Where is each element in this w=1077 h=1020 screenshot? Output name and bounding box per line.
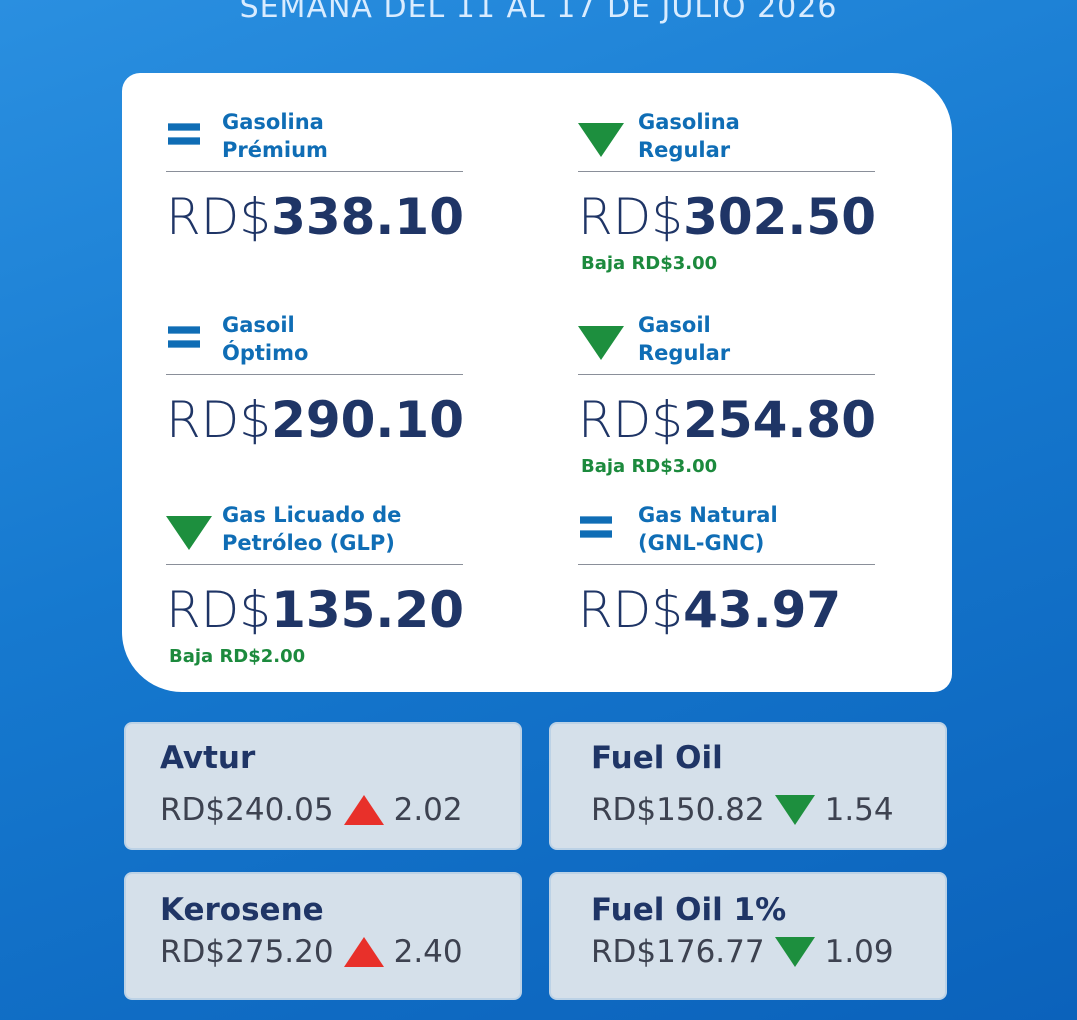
- divider: [578, 171, 875, 172]
- fuel-name: Gasoil: [638, 313, 711, 337]
- fuel-price: RD$254.80: [578, 391, 876, 449]
- price-change: Baja RD$2.00: [169, 646, 306, 667]
- fuel-price: RD$338.10: [166, 188, 464, 246]
- currency: RD$: [166, 391, 272, 449]
- fuel-name: Gasolina: [222, 110, 324, 134]
- fuel-price-line: RD$240.05 2.02: [160, 792, 463, 828]
- fuel-price-line: RD$150.82 1.54: [591, 792, 894, 828]
- amount: 302.50: [683, 188, 877, 246]
- fuel-price: RD$240.05: [160, 792, 334, 828]
- currency: RD$: [578, 581, 684, 639]
- trend-icon: [578, 326, 624, 360]
- fuel-box: Avtur RD$240.05 2.02: [124, 722, 522, 850]
- amount: 254.80: [683, 391, 877, 449]
- fuel-name: Gasolina: [638, 110, 740, 134]
- title: SEMANA DEL 11 AL 17 DE JULIO 2026: [239, 0, 838, 25]
- amount: 290.10: [271, 391, 465, 449]
- divider: [166, 171, 463, 172]
- price-change: Baja RD$3.00: [581, 456, 718, 477]
- fuel-name: Regular: [638, 138, 731, 162]
- fuel-name: Gas Licuado de: [222, 503, 402, 527]
- trend-icon: [580, 516, 612, 538]
- fuel-price: RD$302.50: [578, 188, 876, 246]
- fuel-name: Regular: [638, 341, 731, 365]
- fuel-price: RD$43.97: [578, 581, 841, 639]
- fuel-price: RD$150.82: [591, 792, 765, 828]
- currency: RD$: [166, 581, 272, 639]
- fuel-name: Gasoil: [222, 313, 295, 337]
- trend-icon: [774, 795, 815, 825]
- fuel-name: Gas Natural: [638, 503, 778, 527]
- amount: 43.97: [683, 581, 842, 639]
- fuel-name: Kerosene: [160, 892, 324, 928]
- divider: [578, 564, 875, 565]
- divider: [166, 564, 463, 565]
- fuel-price: RD$275.20: [160, 934, 334, 970]
- fuel-price: RD$290.10: [166, 391, 464, 449]
- price-change: Baja RD$3.00: [581, 253, 718, 274]
- change: 1.54: [824, 792, 894, 828]
- trend-icon: [168, 326, 200, 348]
- change: 2.40: [393, 934, 463, 970]
- fuel-name: Petróleo (GLP): [222, 531, 395, 555]
- currency: RD$: [578, 391, 684, 449]
- fuel-name: (GNL-GNC): [638, 531, 765, 555]
- amount: 338.10: [271, 188, 465, 246]
- amount: 135.20: [271, 581, 465, 639]
- currency: RD$: [578, 188, 684, 246]
- price-card: Gasolina Prémium RD$338.10 Gasolina Regular R…: [122, 73, 952, 692]
- trend-icon: [343, 937, 384, 967]
- fuel-box: Fuel Oil RD$150.82 1.54: [549, 722, 947, 850]
- trend-icon: [166, 516, 212, 550]
- trend-icon: [774, 937, 815, 967]
- trend-icon: [343, 795, 384, 825]
- fuel-name: Prémium: [222, 138, 328, 162]
- fuel-price-line: RD$176.77 1.09: [591, 934, 894, 970]
- currency: RD$: [166, 188, 272, 246]
- fuel-name: Avtur: [160, 740, 256, 776]
- fuel-box: Kerosene RD$275.20 2.40: [124, 872, 522, 1000]
- fuel-name: Fuel Oil 1%: [591, 892, 787, 928]
- divider: [578, 374, 875, 375]
- fuel-price-line: RD$275.20 2.40: [160, 934, 463, 970]
- fuel-price: RD$176.77: [591, 934, 765, 970]
- change: 1.09: [824, 934, 894, 970]
- divider: [166, 374, 463, 375]
- fuel-name: Óptimo: [222, 341, 309, 365]
- change: 2.02: [393, 792, 463, 828]
- fuel-price: RD$135.20: [166, 581, 464, 639]
- trend-icon: [578, 123, 624, 157]
- fuel-name: Fuel Oil: [591, 740, 723, 776]
- fuel-box: Fuel Oil 1% RD$176.77 1.09: [549, 872, 947, 1000]
- trend-icon: [168, 123, 200, 145]
